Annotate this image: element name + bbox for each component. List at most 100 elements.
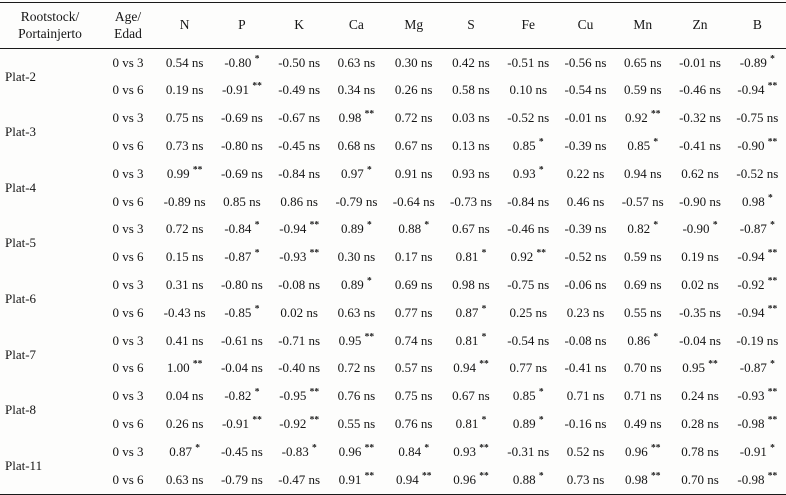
not-significant-marker: ns xyxy=(420,277,433,293)
correlation-cell: 0.67 ns xyxy=(452,388,490,404)
correlation-cell: 0.98 ** xyxy=(625,471,661,487)
not-significant-marker: ns xyxy=(363,138,376,154)
not-significant-marker: ns xyxy=(308,332,321,348)
not-significant-marker: ns xyxy=(191,221,204,237)
correlation-cell: 0.98 ns xyxy=(452,277,490,293)
significance-marker: ** xyxy=(651,471,661,482)
correlation-cell: -0.46 ns xyxy=(679,82,721,98)
correlation-cell: -0.91 ** xyxy=(221,82,262,98)
correlation-cell: 0.81 * xyxy=(455,248,487,265)
correlation-cell: 0.77 ns xyxy=(509,360,547,376)
correlation-cell: 0.04 ns xyxy=(165,388,204,404)
not-significant-marker: ns xyxy=(420,304,433,320)
not-significant-marker: ns xyxy=(709,110,721,126)
correlation-cell: 0.54 ns xyxy=(165,54,204,70)
not-significant-marker: ns xyxy=(594,138,607,154)
not-significant-marker: ns xyxy=(594,221,607,237)
correlation-cell: 0.99 ** xyxy=(166,165,203,181)
correlation-cell: 0.91 ** xyxy=(338,471,375,487)
correlation-cell: 0.13 ns xyxy=(452,138,490,154)
correlation-cell: 0.70 ns xyxy=(681,471,719,487)
correlation-cell: -0.45 ns xyxy=(220,443,263,459)
significance-marker: * xyxy=(538,137,544,148)
not-significant-marker: ns xyxy=(766,110,779,126)
correlation-cell: 0.46 ns xyxy=(566,193,605,209)
table-row: 0 vs 6 0.19 ns -0.91 ** -0.49 ns 0.34 ns 0.26… xyxy=(0,77,786,105)
correlation-cell: 0.70 ns xyxy=(623,360,662,376)
not-significant-marker: ns xyxy=(649,82,662,98)
table-row: Plat-11 0 vs 3 0.87 * -0.45 ns -0.83 * 0.96 *… xyxy=(0,438,786,473)
rootstock-label: Plat-5 xyxy=(5,235,37,251)
correlation-cell: 0.96 ** xyxy=(453,471,489,487)
age-label: 0 vs 6 xyxy=(112,193,144,209)
correlation-cell: 0.92 ** xyxy=(510,248,546,265)
table-row: 0 vs 6 0.15 ns -0.87 * -0.93 ** 0.30 ns 0.17 … xyxy=(0,243,786,271)
significance-marker: * xyxy=(424,221,430,232)
header-row: Rootstock/ Portainjerto Age/ Edad N P K Ca M… xyxy=(0,3,786,49)
not-significant-marker: ns xyxy=(191,332,204,348)
not-significant-marker: ns xyxy=(649,165,662,181)
correlation-cell: -0.04 ns xyxy=(220,360,263,376)
correlation-cell: 0.31 ns xyxy=(165,277,204,293)
correlation-cell: 0.03 ns xyxy=(452,110,490,126)
rootstock-label: Plat-4 xyxy=(5,179,37,195)
not-significant-marker: ns xyxy=(707,416,719,431)
significance-marker: ** xyxy=(536,248,546,259)
col-header-zn: Zn xyxy=(692,17,708,33)
significance-marker: * xyxy=(481,332,487,343)
correlation-cell: -0.54 ns xyxy=(507,332,550,348)
correlation-cell: 0.63 ns xyxy=(165,471,204,487)
correlation-cell: -0.47 ns xyxy=(278,471,321,487)
significance-marker: ** xyxy=(364,471,375,482)
correlation-cell: 0.15 ns xyxy=(165,249,204,265)
not-significant-marker: ns xyxy=(709,193,721,209)
not-significant-marker: ns xyxy=(423,193,435,209)
correlation-cell: -0.84 * xyxy=(224,221,260,237)
correlation-cell: 0.68 ns xyxy=(337,138,376,154)
not-significant-marker: ns xyxy=(649,304,662,320)
correlation-cell: -0.84 ns xyxy=(507,193,550,209)
significance-marker: * xyxy=(538,471,544,482)
correlation-cell: 0.52 ns xyxy=(566,443,605,459)
correlation-cell: -0.16 ns xyxy=(564,416,607,431)
significance-marker: * xyxy=(770,54,775,65)
correlation-cell: 0.65 ns xyxy=(623,54,662,70)
correlation-cell: -0.49 ns xyxy=(278,82,321,98)
correlation-cell: -0.43 ns xyxy=(163,304,206,320)
correlation-cell: 0.57 ns xyxy=(394,360,433,376)
correlation-cell: 0.71 ns xyxy=(623,388,662,404)
correlation-cell: -0.41 ns xyxy=(564,360,607,376)
significance-marker: ** xyxy=(252,82,262,93)
not-significant-marker: ns xyxy=(365,193,378,209)
not-significant-marker: ns xyxy=(363,82,376,98)
significance-marker: * xyxy=(653,221,659,232)
age-label: 0 vs 6 xyxy=(112,138,144,154)
correlation-cell: 0.73 ns xyxy=(566,471,605,487)
rootstock-label: Plat-3 xyxy=(5,124,37,140)
col-header-p: P xyxy=(238,17,246,33)
not-significant-marker: ns xyxy=(363,360,376,376)
not-significant-marker: ns xyxy=(478,388,490,404)
not-significant-marker: ns xyxy=(594,360,607,376)
not-significant-marker: ns xyxy=(308,471,321,487)
correlation-cell: 0.94 ns xyxy=(623,165,662,181)
correlation-cell: 0.28 ns xyxy=(681,416,719,431)
correlation-cell: 0.34 ns xyxy=(337,82,376,98)
correlation-cell: 0.72 ns xyxy=(165,221,204,237)
not-significant-marker: ns xyxy=(251,138,263,154)
significance-marker: * xyxy=(538,415,544,426)
significance-marker: ** xyxy=(767,137,778,148)
correlation-cell: 0.92 ** xyxy=(625,109,661,126)
not-significant-marker: ns xyxy=(308,138,321,154)
significance-marker: * xyxy=(481,415,487,426)
not-significant-marker: ns xyxy=(535,304,547,320)
correlation-cell: -0.06 ns xyxy=(564,277,607,293)
significance-marker: ** xyxy=(364,109,375,120)
not-significant-marker: ns xyxy=(592,165,605,181)
not-significant-marker: ns xyxy=(308,110,321,126)
col-header-age: Age/ Edad xyxy=(114,9,142,41)
age-label: 0 vs 3 xyxy=(112,332,144,348)
correlation-cell: 0.26 ns xyxy=(394,82,433,98)
correlation-cell: -0.69 ns xyxy=(220,110,263,126)
